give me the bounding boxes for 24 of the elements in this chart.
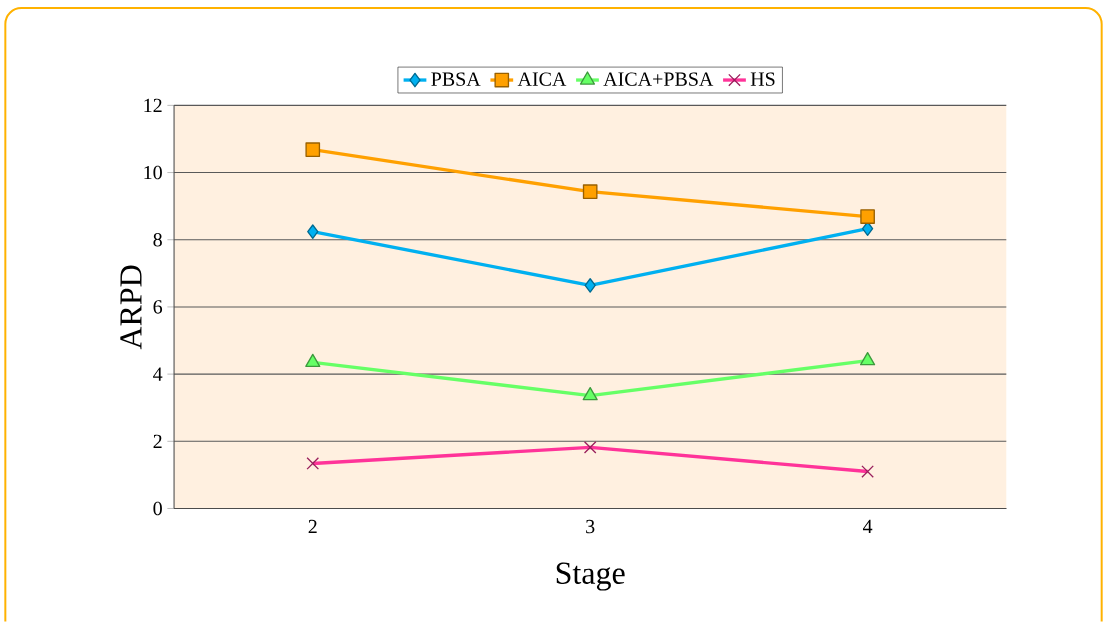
point bbox=[860, 209, 875, 225]
y-tick-label: 10 bbox=[144, 166, 162, 180]
point bbox=[584, 278, 596, 293]
y-tick-label: 12 bbox=[144, 98, 162, 113]
y-tick-label: 4 bbox=[153, 367, 163, 381]
point bbox=[307, 224, 319, 240]
point bbox=[305, 353, 321, 368]
x-tick-label: 4 bbox=[862, 520, 873, 534]
point bbox=[582, 387, 598, 401]
y-tick-label: 6 bbox=[153, 300, 163, 314]
y-axis-title: ARPD bbox=[120, 265, 142, 350]
x-axis-title: Stage bbox=[556, 562, 625, 591]
y-tick-label: 0 bbox=[153, 501, 162, 516]
y-tick-label: 8 bbox=[153, 233, 162, 247]
point bbox=[582, 184, 598, 200]
x-tick-label: 3 bbox=[586, 520, 595, 534]
point bbox=[860, 352, 876, 366]
point bbox=[305, 142, 321, 158]
legend-label: HS bbox=[750, 72, 775, 87]
legend-label: PBSA bbox=[431, 72, 481, 87]
x-tick-label: 2 bbox=[308, 520, 317, 534]
legend-label: AICA bbox=[517, 72, 567, 87]
y-tick-label: 2 bbox=[153, 434, 162, 449]
legend-label: AICA+PBSA bbox=[603, 72, 714, 87]
